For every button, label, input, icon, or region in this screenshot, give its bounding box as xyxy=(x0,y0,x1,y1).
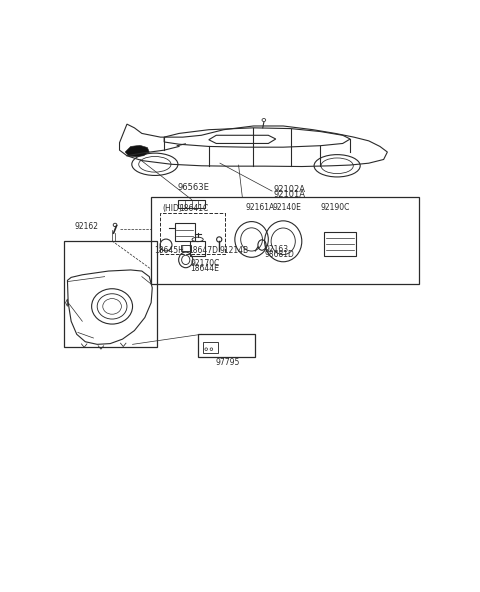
Text: 92102A: 92102A xyxy=(274,185,306,194)
Bar xyxy=(198,334,255,356)
Bar xyxy=(175,223,195,242)
Bar xyxy=(64,242,156,348)
Text: (HID): (HID) xyxy=(162,204,182,213)
Text: 92162: 92162 xyxy=(75,222,99,231)
Text: 97795: 97795 xyxy=(215,358,240,367)
Text: 92190C: 92190C xyxy=(321,202,350,211)
Bar xyxy=(178,200,205,208)
Polygon shape xyxy=(125,145,149,157)
Text: 92101A: 92101A xyxy=(274,189,306,198)
Text: 18645H: 18645H xyxy=(154,246,184,255)
Bar xyxy=(181,244,191,250)
Bar xyxy=(324,232,356,256)
Text: 92161A: 92161A xyxy=(246,202,275,211)
Text: 92140E: 92140E xyxy=(272,202,301,211)
Text: 96563E: 96563E xyxy=(178,183,210,192)
Text: 92170C: 92170C xyxy=(190,259,219,268)
Text: 18647D: 18647D xyxy=(188,246,218,255)
Text: 18644E: 18644E xyxy=(190,263,219,272)
Text: 98681D: 98681D xyxy=(264,250,294,259)
Text: 18641C: 18641C xyxy=(179,204,208,213)
Bar xyxy=(190,242,205,256)
Text: 91214B: 91214B xyxy=(220,246,249,255)
Ellipse shape xyxy=(216,237,222,242)
Text: 92163: 92163 xyxy=(264,245,289,255)
Bar xyxy=(151,197,419,284)
Bar xyxy=(160,213,225,255)
Bar xyxy=(203,342,218,353)
